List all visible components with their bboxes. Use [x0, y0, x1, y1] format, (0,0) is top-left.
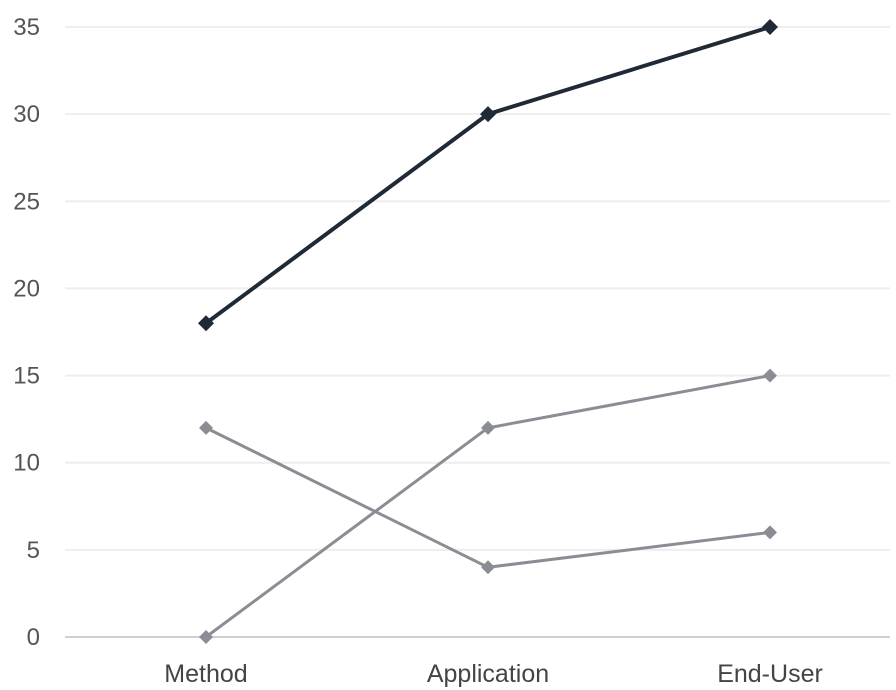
series-1-point-marker [198, 315, 214, 332]
series-3-point-marker [481, 560, 495, 575]
series-1-point-marker [762, 19, 778, 35]
series-2-point-marker [481, 420, 495, 435]
series-2-point-marker [763, 368, 777, 383]
y-tick-label: 0 [27, 624, 40, 651]
series-markers [198, 19, 778, 644]
series-line-2 [204, 374, 772, 639]
y-tick-label: 25 [13, 188, 40, 215]
y-tick-label: 5 [27, 537, 40, 564]
y-tick-label: 30 [13, 101, 40, 128]
x-category-label: End-User [717, 660, 823, 688]
y-tick-label: 20 [13, 275, 40, 302]
series-1-point-marker [480, 106, 496, 123]
series-2-point-marker [199, 630, 213, 644]
x-axis-category-labels: Method Application End-User [164, 660, 822, 688]
series-3-point-marker [763, 525, 777, 540]
y-tick-label: 35 [13, 14, 40, 41]
y-axis-tick-labels: 0 5 10 15 20 25 30 35 [13, 14, 40, 651]
series-line-3 [204, 426, 772, 569]
y-tick-label: 10 [13, 450, 40, 477]
x-category-label: Application [427, 660, 549, 688]
series-3-point-marker [199, 420, 213, 435]
x-category-label: Method [164, 660, 247, 688]
series-line-1 [204, 25, 772, 326]
gridlines [65, 26, 890, 551]
y-tick-label: 15 [13, 363, 40, 390]
